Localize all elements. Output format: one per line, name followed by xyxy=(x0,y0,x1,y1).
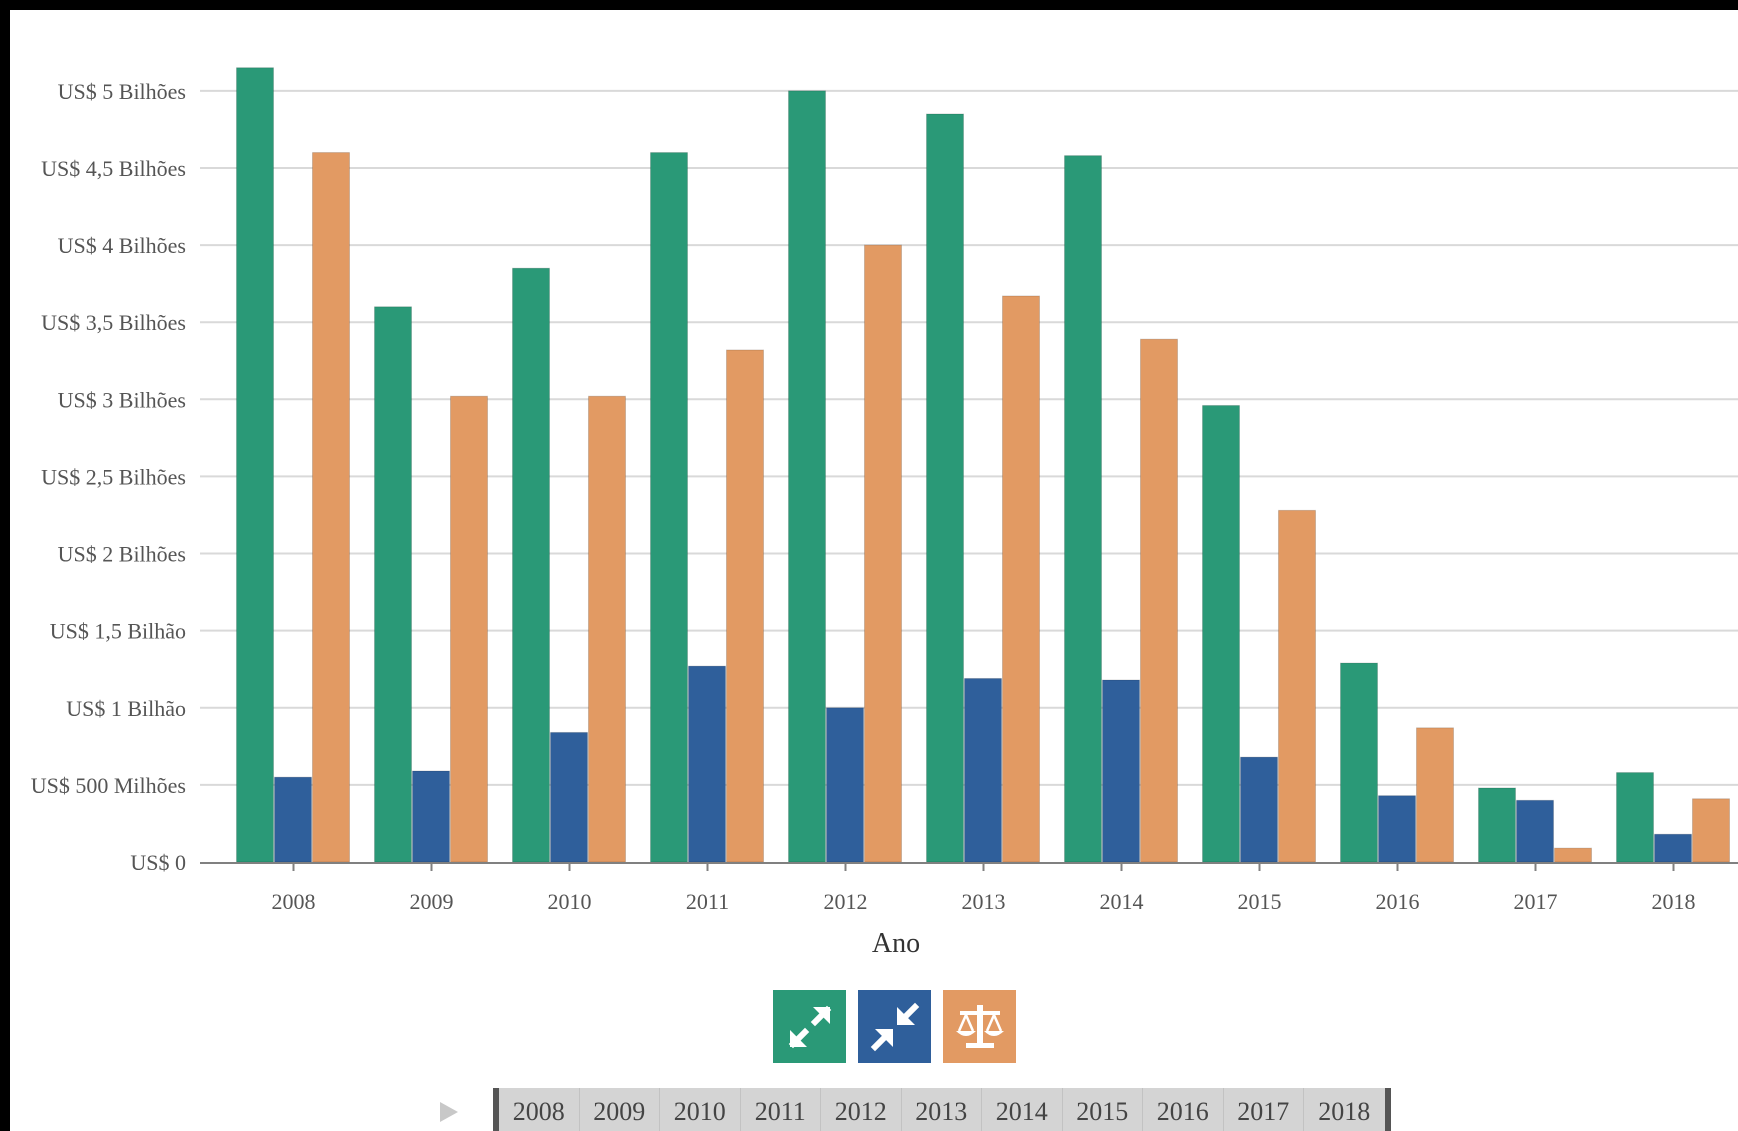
bar-2017-series-3[interactable] xyxy=(1554,847,1592,863)
y-tick-label: US$ 4 Bilhões xyxy=(58,233,186,258)
compress-arrows-icon xyxy=(870,1002,919,1051)
x-tick-label: 2012 xyxy=(824,889,868,914)
chart-frame: US$ 0 US$ 500 Milhões US$ 1 Bilhão US$ 1,5 … xyxy=(10,10,1738,1131)
bar-2010-series-3[interactable] xyxy=(588,395,626,863)
timeline: 2008 2009 2010 2011 2012 2013 2014 2015 … xyxy=(435,1088,1391,1131)
timeline-year[interactable]: 2009 xyxy=(580,1088,660,1131)
bar-2018-series-3[interactable] xyxy=(1692,798,1730,863)
legend-item-series-2[interactable] xyxy=(858,990,931,1063)
y-tick-label: US$ 2,5 Bilhões xyxy=(41,464,186,489)
bar-2016-series-3[interactable] xyxy=(1416,727,1454,863)
x-tick-label: 2010 xyxy=(548,889,592,914)
y-tick-label: US$ 500 Milhões xyxy=(31,773,186,798)
x-tick-label: 2009 xyxy=(410,889,454,914)
bar-2011-series-2[interactable] xyxy=(688,665,726,863)
bar-2014-series-3[interactable] xyxy=(1140,338,1178,863)
bar-2016-series-1[interactable] xyxy=(1340,662,1378,863)
bar-2011-series-3[interactable] xyxy=(726,349,764,863)
y-tick-label: US$ 0 xyxy=(130,850,186,875)
timeline-year[interactable]: 2012 xyxy=(821,1088,902,1131)
bar-2008-series-1[interactable] xyxy=(236,67,274,863)
legend-item-series-3[interactable] xyxy=(943,990,1016,1063)
bar-2015-series-1[interactable] xyxy=(1202,404,1240,863)
x-tick-label: 2013 xyxy=(962,889,1006,914)
timeline-track[interactable]: 2008 2009 2010 2011 2012 2013 2014 2015 … xyxy=(493,1088,1391,1131)
timeline-year[interactable]: 2011 xyxy=(741,1088,821,1131)
bar-2009-series-3[interactable] xyxy=(450,395,488,863)
x-tick-label: 2017 xyxy=(1514,889,1558,914)
timeline-year[interactable]: 2008 xyxy=(499,1088,580,1131)
bar-2010-series-1[interactable] xyxy=(512,267,550,863)
timeline-year[interactable]: 2018 xyxy=(1318,1097,1371,1126)
balance-scale-icon xyxy=(955,1004,1004,1048)
play-icon xyxy=(440,1102,458,1122)
x-tick-label: 2008 xyxy=(272,889,316,914)
bar-2012-series-2[interactable] xyxy=(826,707,864,863)
bar-2013-series-1[interactable] xyxy=(926,113,964,863)
x-axis-title: Ano xyxy=(872,928,920,959)
bar-2017-series-2[interactable] xyxy=(1516,799,1554,863)
timeline-year[interactable]: 2015 xyxy=(1063,1088,1143,1131)
y-tick-label: US$ 4,5 Bilhões xyxy=(41,156,186,181)
x-tick-label: 2015 xyxy=(1238,889,1282,914)
x-tick-label: 2011 xyxy=(686,889,729,914)
bar-2012-series-3[interactable] xyxy=(864,244,902,863)
y-tick-label: US$ 3 Bilhões xyxy=(58,387,186,412)
bar-2012-series-1[interactable] xyxy=(788,90,826,863)
bar-2013-series-2[interactable] xyxy=(964,677,1002,863)
legend-item-series-1[interactable] xyxy=(773,990,846,1063)
x-tick-label: 2014 xyxy=(1100,889,1144,914)
timeline-year[interactable]: 2010 xyxy=(660,1088,741,1131)
y-tick-label: US$ 1,5 Bilhão xyxy=(50,619,186,644)
expand-arrows-icon xyxy=(788,1005,831,1048)
bar-2018-series-1[interactable] xyxy=(1616,772,1654,863)
bar-2015-series-3[interactable] xyxy=(1278,509,1316,863)
bar-2015-series-2[interactable] xyxy=(1240,756,1278,863)
y-tick-label: US$ 5 Bilhões xyxy=(58,79,186,104)
y-tick-label: US$ 1 Bilhão xyxy=(66,696,186,721)
bar-2011-series-1[interactable] xyxy=(650,152,688,863)
bar-2014-series-1[interactable] xyxy=(1064,155,1102,863)
x-tick-label: 2018 xyxy=(1652,889,1696,914)
x-tick-label: 2016 xyxy=(1376,889,1420,914)
timeline-year[interactable]: 2017 xyxy=(1224,1088,1304,1131)
y-tick-label: US$ 3,5 Bilhões xyxy=(41,310,186,335)
timeline-year[interactable]: 2014 xyxy=(982,1088,1063,1131)
bar-2014-series-2[interactable] xyxy=(1102,679,1140,863)
bar-chart: US$ 0 US$ 500 Milhões US$ 1 Bilhão US$ 1,5 … xyxy=(31,67,1738,959)
bar-2013-series-3[interactable] xyxy=(1002,295,1040,863)
play-button[interactable] xyxy=(435,1097,463,1127)
axes: US$ 0 US$ 500 Milhões US$ 1 Bilhão US$ 1,5 … xyxy=(31,79,1738,914)
timeline-year[interactable]: 2016 xyxy=(1143,1088,1224,1131)
bars xyxy=(236,67,1730,863)
bar-2008-series-2[interactable] xyxy=(274,776,312,863)
timeline-year[interactable]: 2013 xyxy=(902,1088,982,1131)
bar-2010-series-2[interactable] xyxy=(550,731,588,863)
bar-2016-series-2[interactable] xyxy=(1378,795,1416,863)
legend xyxy=(773,990,1016,1063)
bar-2009-series-1[interactable] xyxy=(374,306,412,863)
y-tick-label: US$ 2 Bilhões xyxy=(58,542,186,567)
bar-2008-series-3[interactable] xyxy=(312,152,350,863)
bar-2009-series-2[interactable] xyxy=(412,770,450,863)
bar-2018-series-2[interactable] xyxy=(1654,833,1692,863)
bar-2017-series-1[interactable] xyxy=(1478,787,1516,863)
